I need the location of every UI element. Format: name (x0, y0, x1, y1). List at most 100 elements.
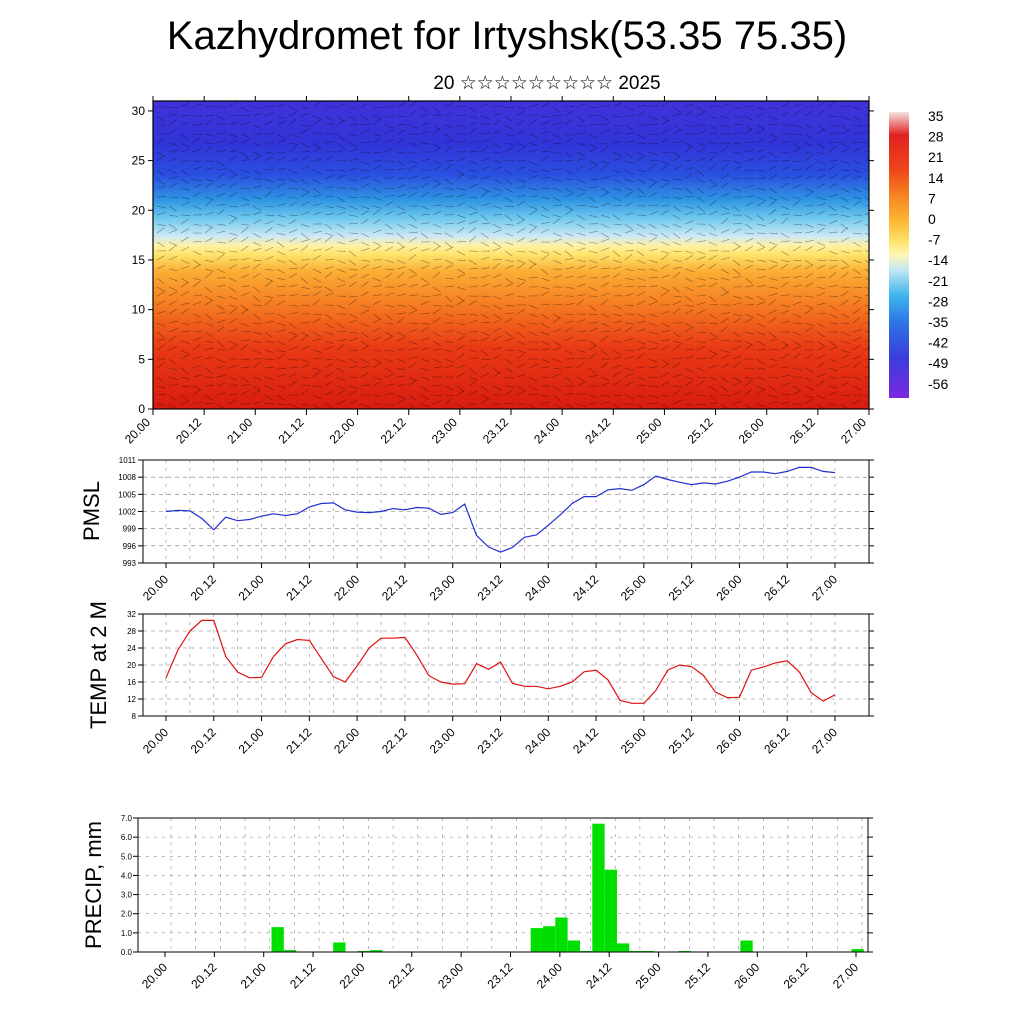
precip-xtick: 27.00 (830, 960, 861, 991)
temp-2m-xtick: 21.12 (283, 725, 314, 756)
temp-2m-xtick: 20.00 (140, 725, 171, 756)
pmsl-xtick: 23.12 (474, 572, 505, 603)
precip-bar (283, 950, 297, 952)
pmsl-ytick: 1005 (118, 490, 136, 499)
temp-2m-xtick: 25.00 (618, 725, 649, 756)
precip-ytick: 6.0 (121, 833, 133, 842)
temp-2m-xtick: 27.00 (809, 725, 840, 756)
temp-2m-ytick: 20 (127, 661, 136, 670)
colorbar-label: 7 (928, 190, 936, 206)
cross-section-xtick: 24.00 (531, 415, 562, 446)
temperature-cross-section: 0 5 10 15 20 25 30 20.00 20.12 21.00 21.12 22.00 22.… (122, 96, 874, 446)
precip-xtick: 21.00 (238, 960, 269, 991)
cross-section-xtick: 20.00 (122, 415, 153, 446)
cross-section-ytick: 30 (132, 104, 146, 118)
colorbar-label: -21 (928, 273, 948, 289)
cross-section-xtick: 23.12 (480, 415, 511, 446)
colorbar-label: 14 (928, 170, 944, 186)
pmsl-ytick: 996 (123, 542, 137, 551)
pmsl-ytick: 1002 (118, 508, 136, 517)
precip-ytick: 0.0 (121, 948, 133, 957)
page-subtitle: 20 ☆☆☆☆☆☆☆☆☆ 2025 (433, 73, 661, 94)
colorbar-label: 21 (928, 149, 944, 165)
precip-bar (740, 940, 753, 952)
colorbar-label: -49 (928, 355, 948, 371)
colorbar-label: -56 (928, 376, 948, 392)
temp-2m-ytick: 8 (132, 712, 137, 721)
pmsl-xtick: 25.00 (618, 572, 649, 603)
precip-xtick: 23.12 (484, 960, 515, 991)
precip-ytick: 7.0 (121, 814, 133, 823)
temp-2m-xtick: 25.12 (666, 725, 697, 756)
temp-2m-xtick: 23.12 (474, 725, 505, 756)
colorbar-label: 35 (928, 108, 944, 124)
colorbar-label: 0 (928, 211, 936, 227)
cross-section-xtick: 23.00 (429, 415, 460, 446)
temp-2m-xtick: 24.12 (570, 725, 601, 756)
precip-bar (555, 917, 568, 952)
precip-xtick: 25.12 (682, 960, 713, 991)
cross-section-xtick: 26.00 (736, 415, 767, 446)
cross-section-ytick: 25 (132, 154, 146, 168)
precip-xtick: 24.12 (583, 960, 614, 991)
precip-xtick: 20.00 (139, 960, 170, 991)
wind-vectors (156, 101, 869, 409)
cross-section-ytick: 20 (132, 203, 146, 217)
precip-ytick: 4.0 (121, 871, 133, 880)
precip-bar (851, 949, 864, 952)
precip-xtick: 26.00 (731, 960, 762, 991)
colorbar-label: -7 (928, 232, 941, 248)
temp-2m-ytick: 28 (127, 627, 136, 636)
temp-panel: 8 12 16 20 24 28 32 20.00 20.12 21.00 21.12 22.00 22… (86, 601, 874, 756)
precip-xtick: 22.12 (386, 960, 417, 991)
temp-2m-xtick: 23.00 (427, 725, 458, 756)
precip-bar (617, 943, 630, 952)
page-title: Kazhydromet for Irtyshsk(53.35 75.35) (166, 14, 848, 58)
precip-bar (543, 926, 556, 952)
precip-xtick: 25.00 (633, 960, 664, 991)
precip-ytick: 3.0 (121, 891, 133, 900)
temp-2m-xtick: 20.12 (188, 725, 219, 756)
temp-2m-xtick: 26.12 (761, 725, 792, 756)
pmsl-xtick: 22.00 (331, 572, 362, 603)
precip-xtick: 21.12 (287, 960, 318, 991)
precip-bar (567, 940, 580, 952)
pmsl-xtick: 20.12 (188, 572, 219, 603)
precip-xtick: 22.00 (336, 960, 367, 991)
pmsl-xtick: 26.12 (761, 572, 792, 603)
pmsl-ytick: 1008 (118, 473, 136, 482)
colorbar: 35 28 21 14 7 0 -7 -14 -21 -28 -35 -42 -49 -56 (889, 108, 948, 398)
pmsl-xtick: 21.00 (236, 572, 267, 603)
cross-section-xtick: 26.12 (787, 415, 818, 446)
precip-ylabel: PRECIP, mm (81, 821, 106, 949)
precip-bar (370, 950, 383, 952)
pmsl-xtick: 26.00 (713, 572, 744, 603)
cross-section-ytick: 10 (132, 303, 146, 317)
pmsl-series-line (165, 466, 836, 553)
cross-section-ytick: 5 (138, 352, 145, 366)
cross-section-xtick: 25.12 (685, 415, 716, 446)
colorbar-label: -28 (928, 293, 948, 309)
temp-2m-xtick: 21.00 (236, 725, 267, 756)
temp-2m-ytick: 12 (127, 695, 136, 704)
temp-2m-ytick: 24 (127, 644, 136, 653)
colorbar-label: 28 (928, 129, 944, 145)
pmsl-panel: 993 996 999 1002 1005 1008 1011 20.00 20.12 21.00… (79, 456, 874, 603)
precip-bar (530, 928, 543, 952)
cross-section-xtick: 27.00 (838, 415, 869, 446)
precip-xtick: 20.12 (188, 960, 219, 991)
temp-2m-xtick: 26.00 (713, 725, 744, 756)
pmsl-xtick: 21.12 (283, 572, 314, 603)
colorbar-label: -42 (928, 335, 948, 351)
precip-bar (271, 927, 284, 952)
temp-2m-ytick: 32 (127, 610, 136, 619)
cross-section-ytick: 0 (138, 402, 145, 416)
pmsl-ylabel: PMSL (79, 481, 104, 541)
pmsl-ytick: 999 (123, 525, 137, 534)
precip-bar (333, 942, 346, 952)
cross-section-xtick: 24.12 (582, 415, 613, 446)
pmsl-xtick: 27.00 (809, 572, 840, 603)
precip-ytick: 5.0 (121, 852, 133, 861)
pmsl-xtick: 24.00 (522, 572, 553, 603)
